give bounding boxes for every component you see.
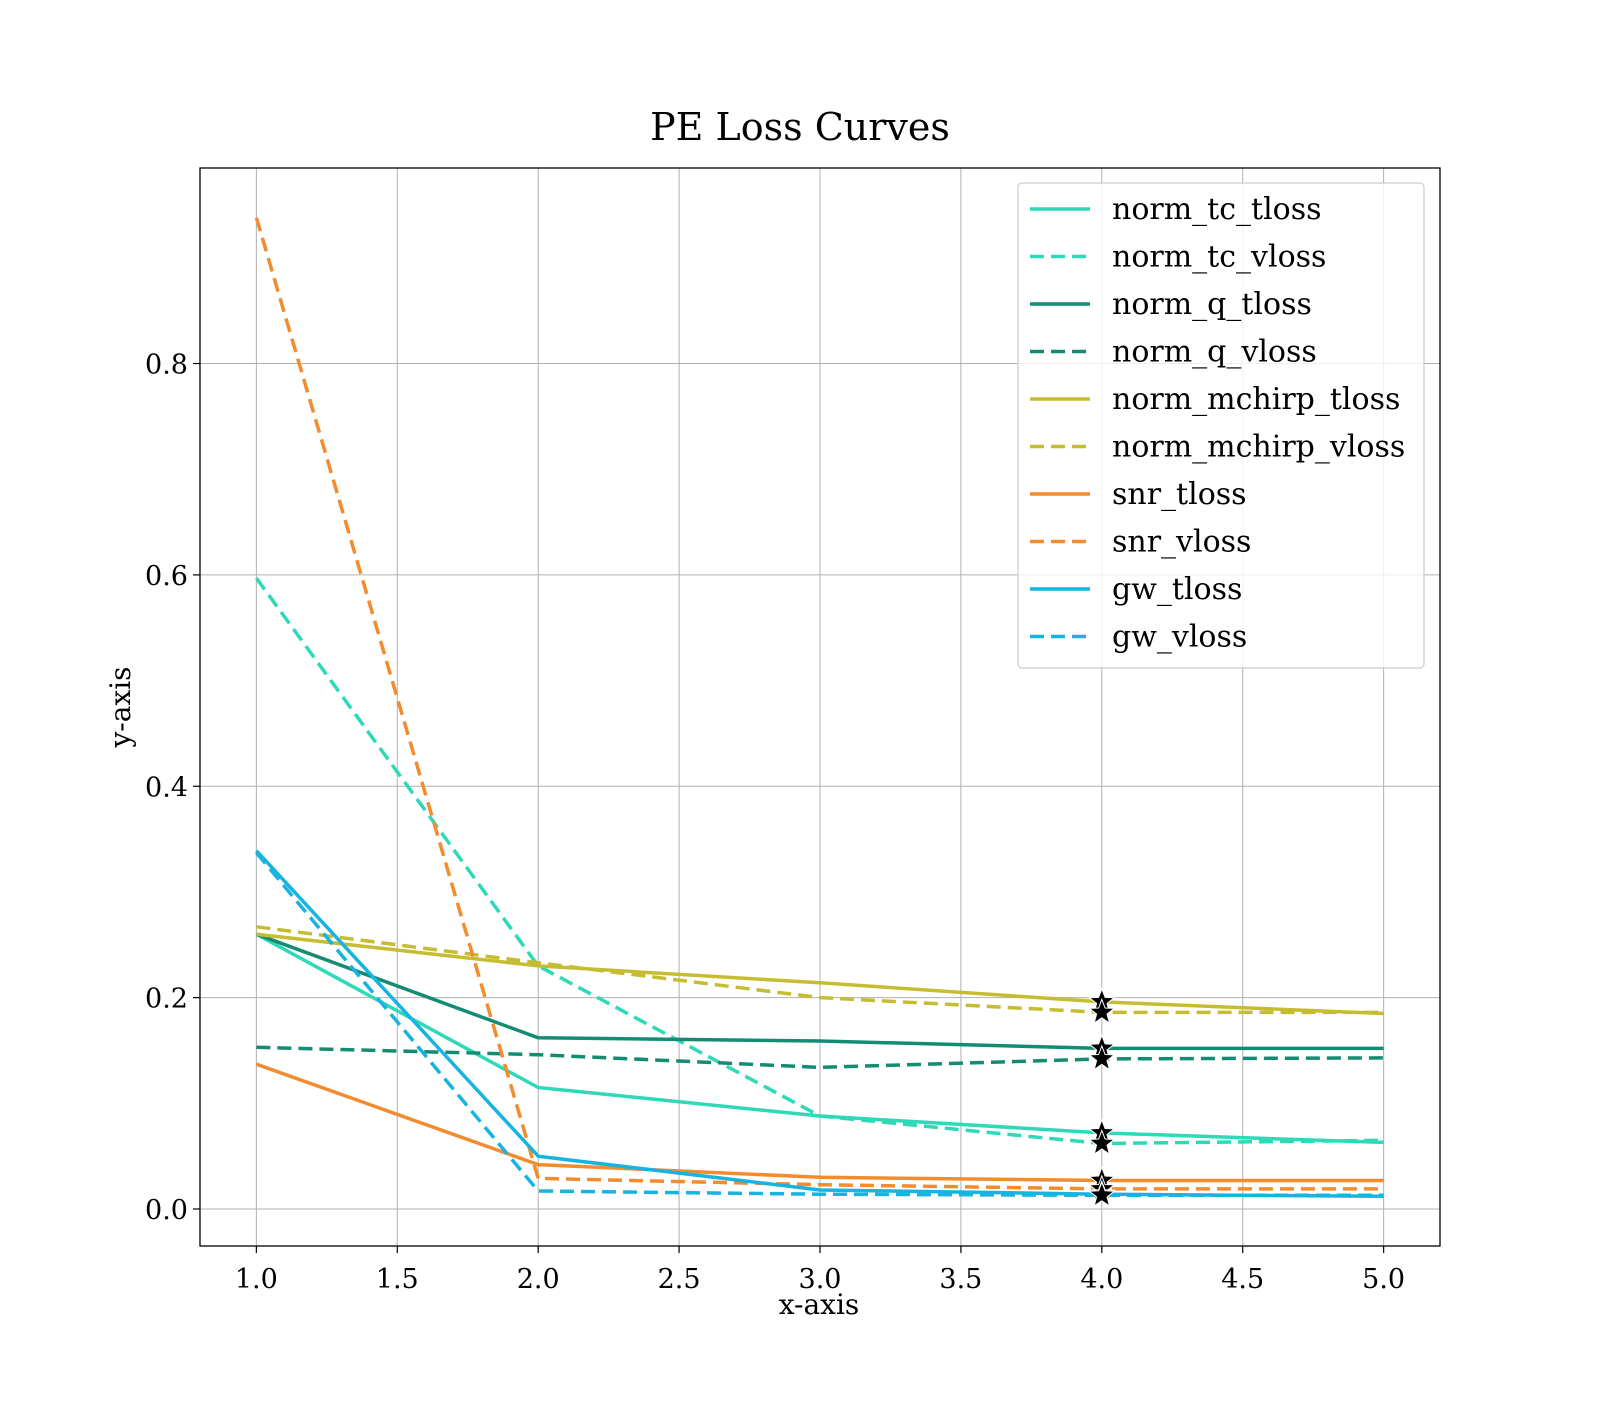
x-tick-label: 1.0 <box>235 1264 278 1295</box>
legend-label-gw_vloss: gw_vloss <box>1112 620 1247 655</box>
legend-label-norm_q_vloss: norm_q_vloss <box>1112 335 1317 370</box>
legend-label-norm_mchirp_tloss: norm_mchirp_tloss <box>1112 382 1400 417</box>
x-tick-label: 4.5 <box>1221 1264 1264 1295</box>
legend-label-norm_q_tloss: norm_q_tloss <box>1112 287 1312 322</box>
y-tick-label: 0.6 <box>145 561 188 592</box>
legend-label-norm_tc_vloss: norm_tc_vloss <box>1112 240 1326 275</box>
x-tick-label: 4.0 <box>1080 1264 1123 1295</box>
legend-label-snr_vloss: snr_vloss <box>1112 525 1251 560</box>
legend-label-gw_tloss: gw_tloss <box>1112 572 1242 607</box>
x-axis-label: x-axis <box>779 1288 860 1321</box>
series-line-norm_tc_vloss <box>254 577 1384 1146</box>
tick-layer: 1.0 1.5 2.0 2.5 3.0 3.5 4.0 4.5 5.0 0.0 0.2 0.4 0.6 0… <box>145 350 1405 1295</box>
marker-layer <box>1088 987 1116 1207</box>
legend-label-norm_tc_tloss: norm_tc_tloss <box>1112 192 1322 227</box>
series-layer <box>254 217 1384 1199</box>
x-tick-label: 1.5 <box>376 1264 419 1295</box>
series-line-norm_q_tloss <box>255 932 1384 1051</box>
legend: norm_tc_tloss norm_tc_vloss norm_q_tlossno… <box>1017 182 1425 669</box>
legend-label-snr_tloss: snr_tloss <box>1112 477 1247 512</box>
star-marker-gw_vloss <box>1088 1180 1116 1207</box>
x-tick-label: 3.5 <box>939 1264 982 1295</box>
series-line-norm_mchirp_tloss <box>256 932 1384 1016</box>
series-line-gw_vloss <box>255 851 1384 1198</box>
y-tick-label: 0.4 <box>145 772 188 803</box>
series-line-norm_mchirp_vloss <box>256 925 1384 1015</box>
x-tick-label: 2.5 <box>658 1264 701 1295</box>
y-axis-label: y-axis <box>104 666 137 748</box>
legend-box <box>1017 182 1425 669</box>
legend-label-norm_mchirp_vloss: norm_mchirp_vloss <box>1112 430 1405 465</box>
chart-title: PE Loss Curves <box>650 105 950 149</box>
star-marker-norm_q_vloss <box>1088 1044 1116 1071</box>
x-tick-label: 3.0 <box>799 1264 842 1295</box>
y-tick-label: 0.2 <box>145 984 188 1015</box>
series-line-snr_vloss <box>254 217 1384 1191</box>
star-marker-norm_mchirp_vloss <box>1088 997 1116 1025</box>
y-tick-label: 0.0 <box>145 1195 188 1226</box>
x-tick-label: 5.0 <box>1362 1264 1405 1295</box>
star-marker-norm_tc_vloss <box>1088 1129 1116 1156</box>
series-line-snr_tloss <box>255 1062 1384 1183</box>
y-tick-label: 0.8 <box>145 350 188 381</box>
x-tick-label: 2.0 <box>517 1264 560 1295</box>
